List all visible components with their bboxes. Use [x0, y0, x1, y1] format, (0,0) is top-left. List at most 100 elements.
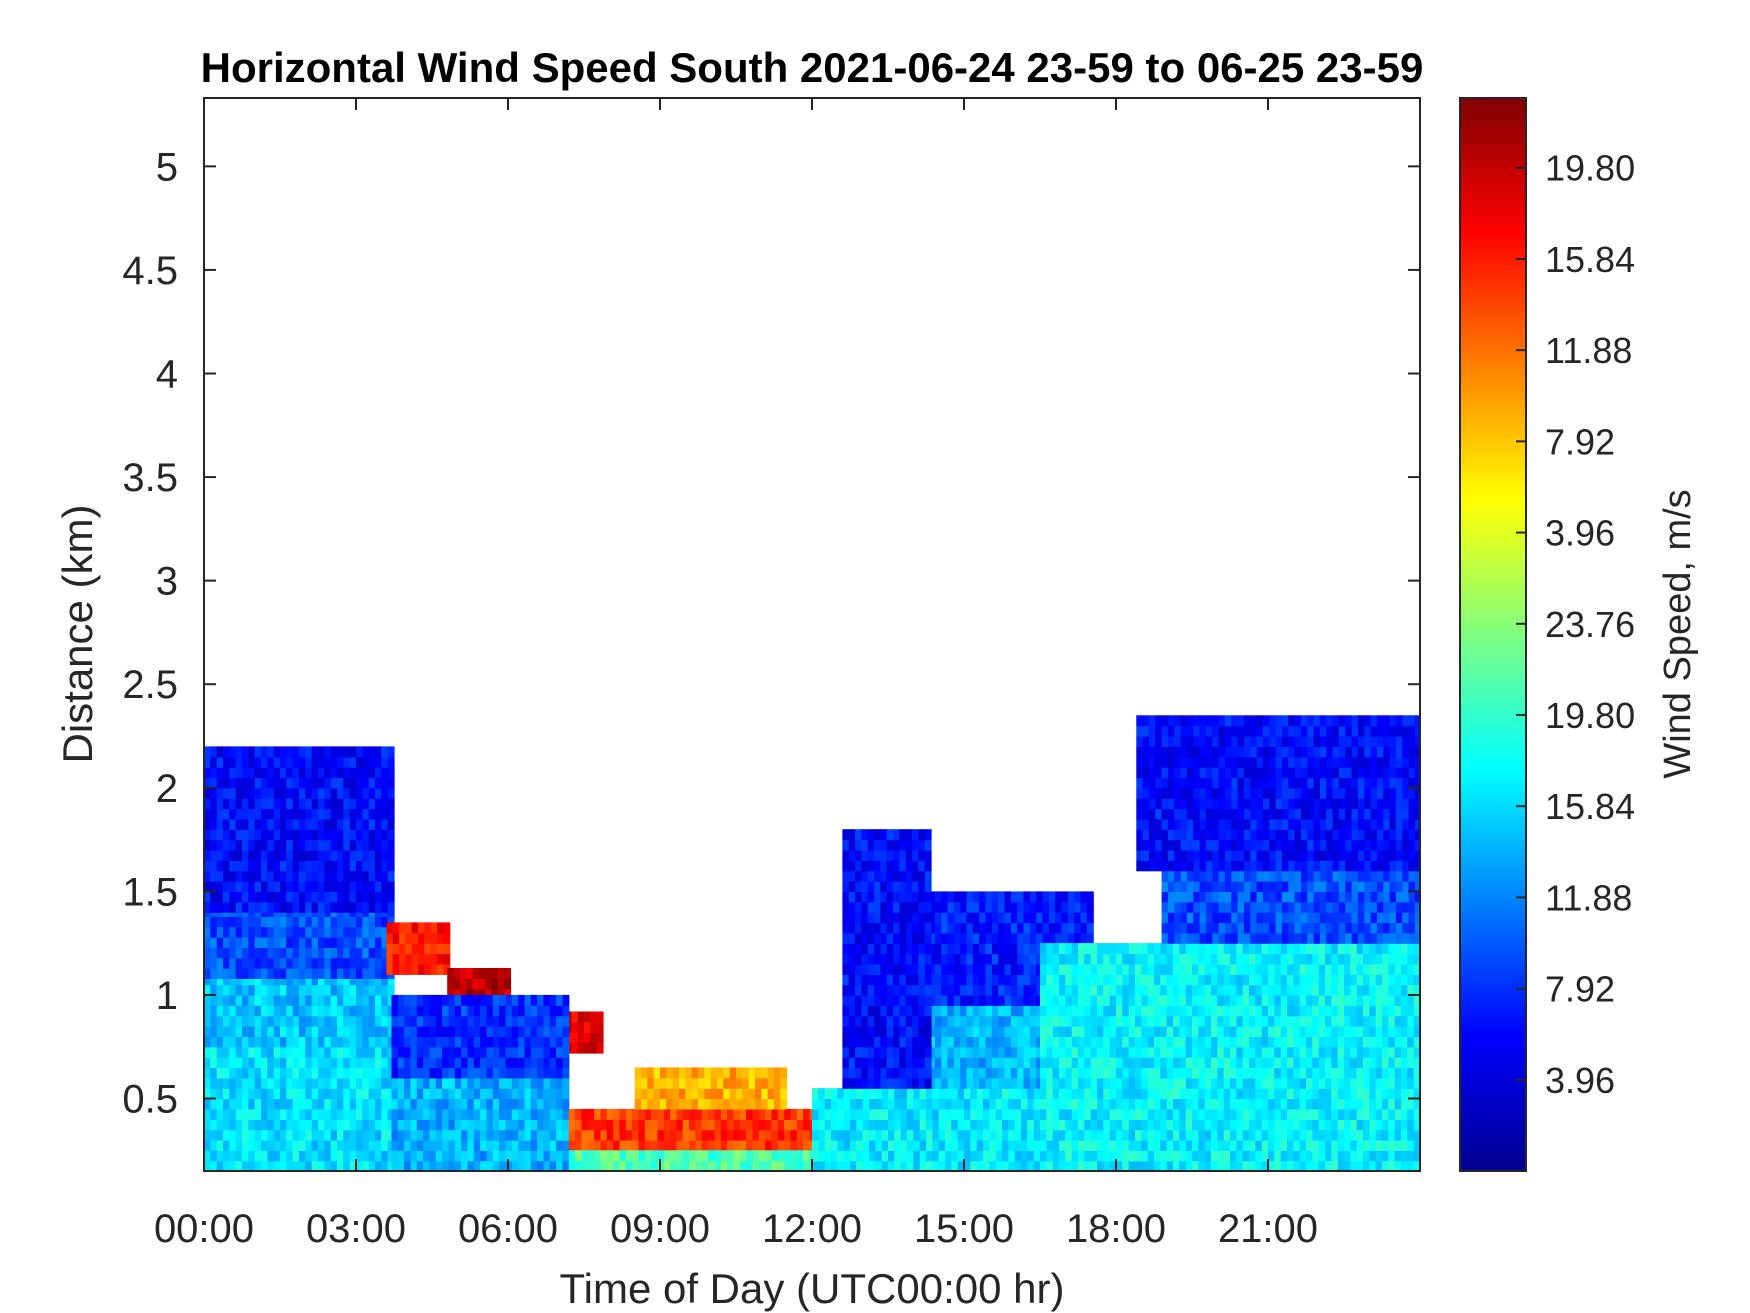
heatmap-cell	[918, 1077, 926, 1089]
heatmap-cell	[423, 994, 430, 1006]
heatmap-cell	[273, 746, 281, 758]
heatmap-cell	[1274, 1015, 1282, 1027]
heatmap-cell	[1293, 1026, 1301, 1037]
heatmap-cell	[594, 1139, 601, 1151]
heatmap-cell	[267, 1077, 275, 1089]
heatmap-cell	[267, 808, 275, 820]
heatmap-cell	[1230, 963, 1237, 975]
heatmap-cell	[1084, 1046, 1092, 1058]
heatmap-cell	[330, 1057, 338, 1069]
heatmap-cell	[556, 1067, 563, 1079]
heatmap-cell	[305, 1119, 313, 1131]
heatmap-cell	[1122, 1036, 1130, 1048]
heatmap-cell	[1269, 901, 1277, 913]
heatmap-cell	[1394, 984, 1402, 996]
heatmap-cell	[861, 1026, 869, 1037]
heatmap-cell	[1204, 984, 1212, 996]
heatmap-cell	[280, 957, 287, 969]
heatmap-cell	[387, 1119, 395, 1131]
heatmap-cell	[1224, 870, 1232, 882]
heatmap-cell	[1268, 1160, 1275, 1171]
heatmap-cell	[1375, 1036, 1383, 1048]
heatmap-cell	[324, 1036, 332, 1048]
heatmap-cell	[861, 994, 869, 1006]
heatmap-cell	[387, 1160, 395, 1171]
heatmap-cell	[273, 1119, 281, 1131]
heatmap-cell	[918, 932, 926, 944]
heatmap-cell	[644, 1129, 652, 1141]
heatmap-cell	[880, 860, 888, 872]
heatmap-cell	[424, 963, 432, 975]
heatmap-cell	[299, 767, 306, 779]
heatmap-cell	[1071, 1160, 1079, 1171]
heatmap-cell	[869, 1098, 876, 1110]
heatmap-cell	[305, 1129, 313, 1141]
heatmap-cell	[299, 891, 306, 903]
heatmap-cell	[1230, 943, 1237, 955]
heatmap-cell	[1332, 912, 1340, 924]
heatmap-cell	[216, 870, 224, 882]
heatmap-cell	[907, 1160, 914, 1171]
heatmap-cell	[928, 901, 936, 913]
heatmap-cell	[951, 1098, 959, 1110]
heatmap-cell	[280, 839, 287, 851]
heatmap-cell	[1166, 1139, 1174, 1151]
heatmap-cell	[1065, 953, 1073, 965]
heatmap-cell	[210, 1098, 218, 1110]
heatmap-cell	[1084, 1098, 1092, 1110]
heatmap-cell	[248, 936, 256, 948]
heatmap-cell	[337, 926, 344, 938]
heatmap-cell	[254, 968, 262, 979]
heatmap-cell	[613, 1119, 620, 1131]
heatmap-cell	[492, 1036, 500, 1048]
heatmap-cell	[362, 798, 370, 810]
heatmap-cell	[368, 881, 376, 892]
heatmap-cell	[947, 912, 955, 924]
heatmap-cell	[1344, 1108, 1351, 1120]
heatmap-cell	[1237, 891, 1245, 903]
heatmap-cell	[356, 1015, 363, 1027]
heatmap-cell	[1103, 1098, 1111, 1110]
heatmap-cell	[410, 1057, 418, 1069]
heatmap-cell	[1389, 922, 1397, 934]
heatmap-cell	[410, 1129, 418, 1141]
heatmap-cell	[324, 947, 332, 959]
heatmap-cell	[248, 756, 256, 768]
heatmap-cell	[1306, 1119, 1313, 1131]
heatmap-cell	[1147, 984, 1155, 996]
heatmap-cell	[404, 1119, 411, 1131]
heatmap-cell	[1383, 891, 1391, 903]
heatmap-cell	[1141, 1160, 1149, 1171]
heatmap-cell	[486, 1005, 494, 1017]
heatmap-cell	[953, 943, 961, 955]
heatmap-cell	[938, 1150, 946, 1162]
heatmap-cell	[1261, 984, 1269, 996]
heatmap-cell	[1128, 1108, 1136, 1120]
heatmap-cell	[1211, 1036, 1218, 1048]
heatmap-cell	[991, 953, 999, 965]
heatmap-cell	[1337, 1119, 1345, 1131]
heatmap-cell	[273, 1046, 281, 1058]
heatmap-cell	[1078, 1108, 1085, 1120]
heatmap-cell	[998, 984, 1006, 996]
heatmap-cell	[1382, 1046, 1389, 1058]
heatmap-cell	[530, 1119, 538, 1131]
heatmap-cell	[912, 974, 919, 986]
heatmap-cell	[1204, 1036, 1212, 1048]
heatmap-cell	[1319, 922, 1327, 934]
heatmap-cell	[953, 953, 961, 965]
heatmap-cell	[1192, 1077, 1199, 1089]
heatmap-cell	[1217, 943, 1225, 955]
heatmap-cell	[1318, 1077, 1326, 1089]
heatmap-cell	[356, 839, 363, 851]
heatmap-cell	[362, 1160, 370, 1171]
heatmap-cell	[848, 860, 856, 872]
heatmap-cell	[1268, 943, 1275, 955]
heatmap-cell	[292, 808, 300, 820]
heatmap-cell	[235, 936, 243, 948]
heatmap-cell	[1128, 1036, 1136, 1048]
heatmap-cell	[235, 881, 243, 892]
heatmap-cell	[1198, 994, 1206, 1006]
heatmap-cell	[701, 1129, 709, 1141]
heatmap-cell	[524, 1160, 532, 1171]
